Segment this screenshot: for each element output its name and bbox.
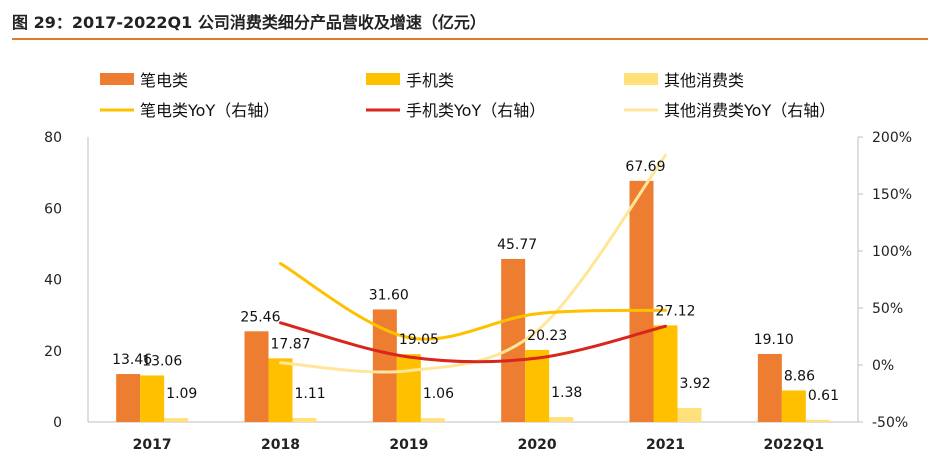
other-bar xyxy=(164,418,189,422)
other-value-label: 1.38 xyxy=(551,385,582,401)
other-value-label: 1.11 xyxy=(295,386,326,402)
legend-label: 笔电类 xyxy=(140,71,188,90)
laptop-bar xyxy=(116,374,141,422)
laptop-value-label: 13.46 xyxy=(112,352,152,368)
other-yoy-line xyxy=(279,153,667,374)
axes: 0 20 40 60 80 -50% 0% 50% 100% 150% 200% 2017 2018 20… xyxy=(44,130,912,453)
phone-value-label: 20.23 xyxy=(527,328,567,344)
legend-swatch xyxy=(624,73,658,85)
laptop-bar xyxy=(757,353,782,422)
phone-value-label: 27.12 xyxy=(656,303,696,319)
legend-label: 手机类 xyxy=(406,71,454,90)
x-category-label: 2020 xyxy=(518,437,557,453)
other-bar xyxy=(549,417,574,422)
y-left-tick-label: 60 xyxy=(44,201,62,217)
data-labels: 13.46 25.46 31.60 45.77 67.69 19.10 13.06 17.87… xyxy=(112,159,839,404)
y-right-tick-label: 0% xyxy=(872,358,894,374)
laptop-bar xyxy=(244,331,269,422)
phone-value-label: 19.05 xyxy=(399,332,439,348)
other-bar xyxy=(677,408,702,422)
y-right-tick-label: 200% xyxy=(872,130,912,146)
x-category-label: 2022Q1 xyxy=(764,437,825,453)
legend-swatch xyxy=(366,73,400,85)
laptop-value-label: 45.77 xyxy=(497,237,537,253)
other-bar xyxy=(292,418,317,422)
other-value-label: 1.06 xyxy=(423,386,454,402)
legend-label: 其他消费类YoY（右轴） xyxy=(664,101,835,120)
phone-value-label: 17.87 xyxy=(271,336,311,352)
y-right-tick-label: 50% xyxy=(872,301,903,317)
y-right-tick-label: 150% xyxy=(872,187,912,203)
y-right-tick-label: -50% xyxy=(872,415,908,431)
legend-label: 笔电类YoY（右轴） xyxy=(140,101,279,120)
laptop-bar xyxy=(501,258,526,422)
other-bar xyxy=(805,419,830,422)
y-left-tick-label: 80 xyxy=(44,130,62,146)
y-right-tick-label: 100% xyxy=(872,244,912,260)
y-left-tick-label: 0 xyxy=(53,415,62,431)
laptop-value-label: 25.46 xyxy=(240,309,280,325)
laptop-bar xyxy=(629,180,654,422)
legend-label: 其他消费类 xyxy=(664,71,744,90)
phone-bar xyxy=(268,358,293,422)
phone-value-label: 8.86 xyxy=(784,368,815,384)
other-value-label: 3.92 xyxy=(680,376,711,392)
y-left-tick-label: 40 xyxy=(44,273,62,289)
title-divider xyxy=(12,38,928,40)
phone-value-label: 13.06 xyxy=(142,353,182,369)
laptop-value-label: 31.60 xyxy=(369,287,409,303)
other-value-label: 1.09 xyxy=(166,386,197,402)
phone-bar xyxy=(140,375,165,422)
laptop-value-label: 19.10 xyxy=(754,332,794,348)
y-left-tick-label: 20 xyxy=(44,344,62,360)
phone-bar xyxy=(525,349,550,422)
figure-title: 图 29：2017-2022Q1 公司消费类细分产品营收及增速（亿元） xyxy=(12,13,486,32)
x-category-label: 2021 xyxy=(646,437,685,453)
other-value-label: 0.61 xyxy=(808,388,839,404)
x-category-label: 2017 xyxy=(133,437,172,453)
x-category-label: 2018 xyxy=(261,437,300,453)
bars xyxy=(116,180,830,422)
legend-label: 手机类YoY（右轴） xyxy=(406,101,545,120)
laptop-value-label: 67.69 xyxy=(625,159,665,175)
phone-bar xyxy=(653,325,678,422)
x-category-label: 2019 xyxy=(389,437,428,453)
phone-bar xyxy=(781,390,806,422)
phone-yoy-line xyxy=(279,321,667,364)
other-bar xyxy=(420,418,445,422)
laptop-yoy-line xyxy=(279,262,667,341)
legend-swatch xyxy=(100,73,134,85)
yoy-lines xyxy=(279,153,667,374)
phone-bar xyxy=(396,354,421,422)
